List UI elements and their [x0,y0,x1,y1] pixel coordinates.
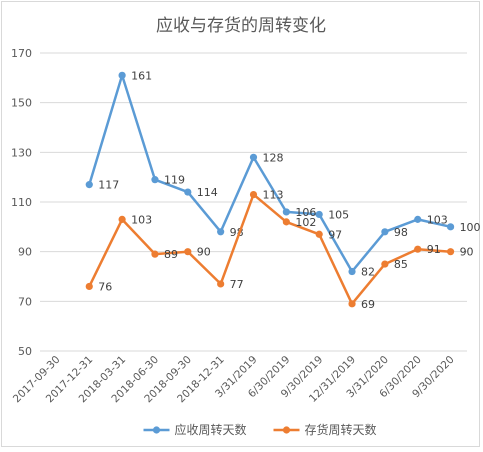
data-point [184,188,192,196]
data-point [85,181,93,189]
data-label: 119 [164,174,185,187]
legend-swatch-marker [282,426,291,434]
data-point [381,260,389,268]
data-point [151,250,159,258]
data-point [85,282,93,291]
gridlines [40,52,467,352]
legend-label: 应收周转天数 [175,422,247,437]
legend-swatch-marker [152,426,161,434]
y-tick-label: 90 [18,246,32,259]
y-tick-label: 70 [18,295,32,308]
series-line [88,193,451,306]
y-tick-label: 110 [11,196,32,209]
data-point [315,210,323,219]
data-label: 114 [197,186,218,199]
data-label: 105 [328,208,349,221]
data-label: 128 [263,151,284,164]
data-point [217,280,225,288]
y-axis: 50 70 90 110 130 150 170 [11,47,32,358]
data-point [282,218,290,226]
legend-item-1: 应收周转天数 [143,422,247,437]
legend-item-2: 存货周转天数 [273,422,377,437]
data-point [151,176,159,184]
data-label: 77 [230,278,244,291]
data-label: 117 [98,179,119,192]
data-label: 97 [328,228,342,241]
x-axis: 2017-09-302017-12-312018-03-312018-06-30… [11,354,457,406]
data-point [348,267,356,276]
data-label: 100 [460,221,481,234]
line-chart: 应收与存货的周转变化 50 70 90 110 130 150 170 2017-09-30… [11,16,481,437]
data-label: 103 [427,213,448,226]
y-tick-label: 50 [18,345,32,358]
legend: 应收周转天数 存货周转天数 [143,422,377,437]
data-point [249,190,258,199]
data-point [282,208,290,216]
y-tick-label: 170 [11,47,32,60]
data-point [184,248,192,256]
data-point [414,245,422,253]
data-label: 161 [131,69,152,82]
data-point [446,248,455,256]
data-label: 90 [197,246,211,259]
data-label: 89 [164,248,178,261]
data-label: 85 [394,258,408,271]
data-point [315,230,323,238]
data-label: 82 [361,266,375,279]
data-label: 76 [98,280,112,293]
data-label: 98 [394,226,408,239]
data-point [217,228,225,236]
data-point [118,71,126,79]
data-point [348,300,356,308]
data-label: 113 [263,189,284,202]
data-label: 69 [361,298,375,311]
chart-title: 应收与存货的周转变化 [156,16,326,36]
legend-label: 存货周转天数 [305,422,377,437]
data-label: 106 [295,206,316,219]
data-point [414,215,422,223]
data-point [381,228,389,236]
data-point [118,215,126,223]
data-point [249,153,258,161]
series-line [88,74,451,273]
series-2: 76 103 89 90 77 113 102 97 69 85 91 90 [85,189,474,311]
y-tick-label: 130 [11,146,32,159]
data-label: 103 [131,213,152,226]
data-label: 91 [427,243,441,256]
data-label: 102 [295,216,316,229]
y-tick-label: 150 [11,97,32,110]
data-point [446,223,455,231]
data-label: 90 [460,246,474,259]
